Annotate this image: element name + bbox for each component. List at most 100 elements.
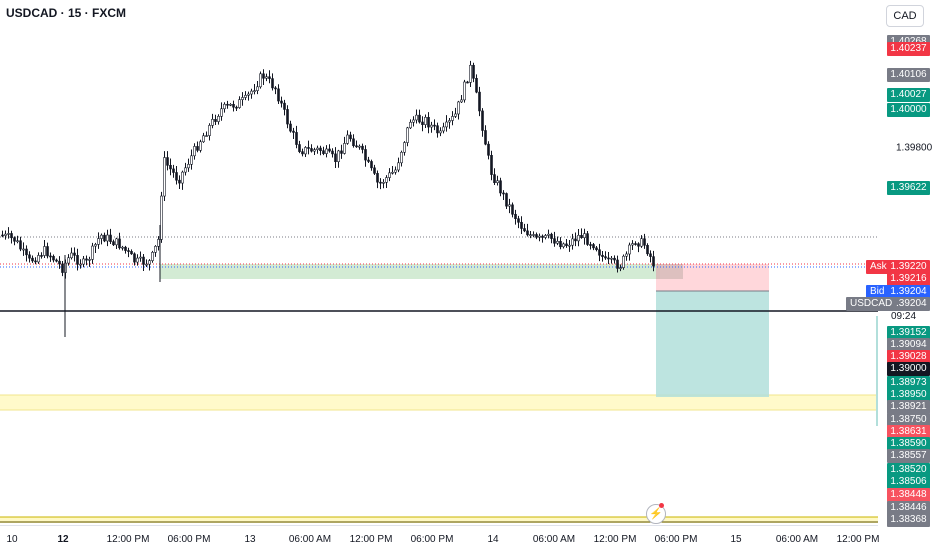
candle-body <box>37 255 40 263</box>
candle-body <box>466 81 469 84</box>
candle-body <box>181 171 184 184</box>
candle-body <box>349 134 352 140</box>
chart-area[interactable]: USDCAD · 15 · FXCM <box>0 0 878 525</box>
candle-body <box>394 169 397 173</box>
candle-body <box>67 257 70 264</box>
time-axis[interactable]: 10 12 12:00 PM 06:00 PM 13 06:00 AM 12:00 PM 06… <box>0 525 880 551</box>
candle-body <box>220 108 223 117</box>
time-label: 06:00 AM <box>288 534 332 545</box>
candle-body <box>256 86 259 91</box>
candle-body <box>583 233 586 239</box>
candle-body <box>199 141 202 151</box>
candle-body <box>295 132 298 145</box>
candle-body <box>565 243 568 247</box>
candle-body <box>178 179 181 184</box>
time-label: 06:00 AM <box>532 534 576 545</box>
candle-body <box>31 257 34 262</box>
candle-body <box>589 244 592 246</box>
candle-body <box>70 252 73 259</box>
candle-body <box>505 193 508 207</box>
candle-body <box>265 76 268 79</box>
candle-body <box>331 150 334 155</box>
candle-body <box>418 114 421 123</box>
candle-body <box>223 103 226 110</box>
candle-body <box>61 263 64 273</box>
price-label: 1.40237 <box>887 42 930 57</box>
candle-body <box>196 146 199 151</box>
candle-body <box>34 260 37 263</box>
candle-body <box>532 234 535 236</box>
candle-body <box>646 244 649 255</box>
candle-body <box>613 257 616 261</box>
candle-body <box>109 234 112 242</box>
demand-zone <box>160 264 660 279</box>
candle-body <box>298 144 301 152</box>
candle-body <box>343 143 346 154</box>
candle-body <box>7 233 10 235</box>
candle-body <box>340 150 343 154</box>
candle-body <box>448 120 451 123</box>
candle-body <box>241 97 244 100</box>
candle-body <box>235 106 238 109</box>
candle-body <box>145 263 148 266</box>
candle-body <box>166 157 169 166</box>
candle-body <box>106 234 109 242</box>
price-label: 1.39000 <box>887 362 930 377</box>
candle-body <box>316 147 319 150</box>
candle-body <box>571 238 574 246</box>
price-label: 1.39028 <box>887 350 930 365</box>
candle-body <box>391 171 394 174</box>
price-label: 1.38750 <box>887 412 930 427</box>
candle-body <box>520 221 523 229</box>
candle-body <box>622 255 625 268</box>
candle-body <box>373 167 376 174</box>
time-label: 12:00 PM <box>593 534 637 545</box>
price-label: 1.38950 <box>887 388 930 403</box>
candle-body <box>52 256 55 261</box>
currency-button[interactable]: CAD <box>886 5 924 27</box>
candle-body <box>142 256 145 265</box>
candle-body <box>328 148 331 152</box>
candle-body <box>289 123 292 132</box>
candle-body <box>544 235 547 238</box>
candle-body <box>496 180 499 183</box>
candle-body <box>46 246 49 257</box>
candle-body <box>385 177 388 183</box>
candle-body <box>55 259 58 262</box>
ask-tag: Ask <box>866 260 891 274</box>
time-label: 06:00 PM <box>167 534 211 545</box>
candle-body <box>397 162 400 171</box>
candle-body <box>304 147 307 155</box>
candle-body <box>130 251 133 255</box>
target-zone <box>0 395 878 410</box>
candlestick-chart[interactable] <box>0 0 878 525</box>
candle-body <box>547 233 550 236</box>
candle-body <box>286 109 289 125</box>
candle-body <box>619 267 622 269</box>
candle-body <box>370 161 373 169</box>
candle-body <box>79 263 82 266</box>
candle-body <box>103 234 106 242</box>
candle-body <box>421 121 424 125</box>
candle-body <box>553 238 556 244</box>
candle-body <box>562 243 565 248</box>
price-label: 1.40000 <box>887 103 930 118</box>
candle-body <box>292 130 295 133</box>
candle-body <box>1 234 4 237</box>
candle-body <box>592 244 595 249</box>
candle-body <box>247 93 250 96</box>
time-label: 15 <box>730 534 742 545</box>
candle-body <box>481 110 484 131</box>
symbol-title[interactable]: USDCAD · 15 · FXCM <box>6 6 127 20</box>
time-label: 12:00 PM <box>836 534 880 545</box>
candle-body <box>193 146 196 157</box>
time-label: 06:00 PM <box>654 534 698 545</box>
candle-body <box>616 259 619 269</box>
price-label: 1.39204 <box>887 284 930 299</box>
candle-body <box>487 143 490 156</box>
candle-body <box>433 124 436 127</box>
candle-body <box>226 103 229 106</box>
candle-body <box>259 73 262 88</box>
lightning-icon[interactable]: ⚡ <box>646 504 666 524</box>
candle-body <box>502 192 505 195</box>
